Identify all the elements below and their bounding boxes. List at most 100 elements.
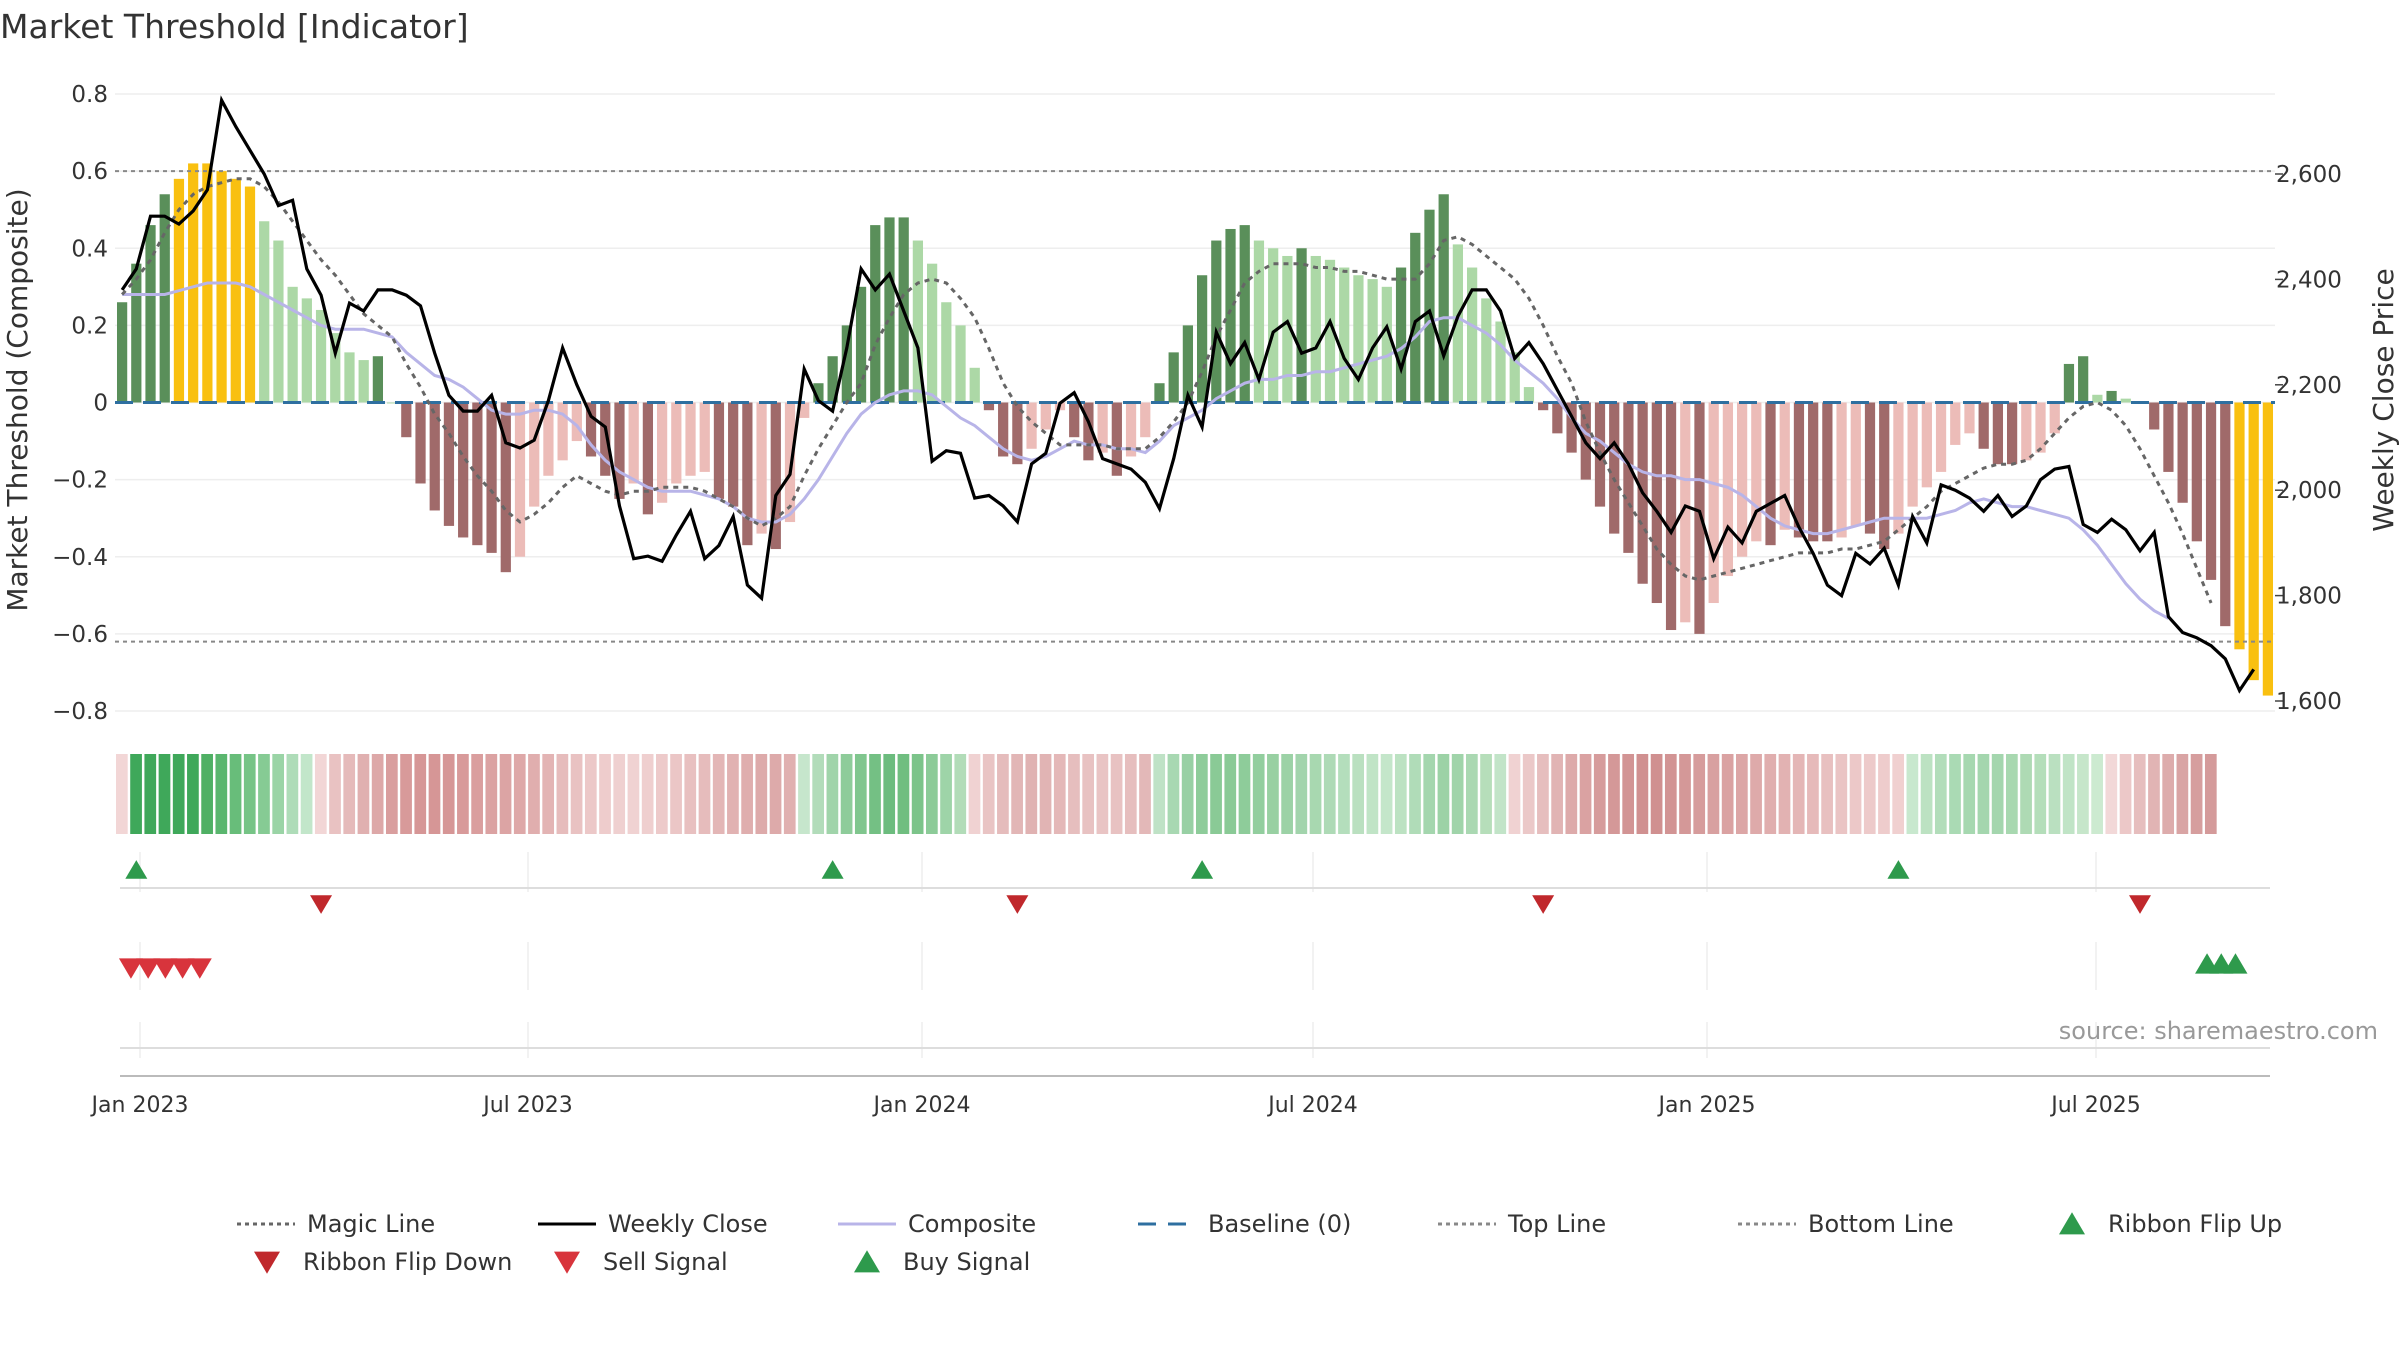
- ribbon-segment: [215, 754, 228, 834]
- composite-bar: [1466, 267, 1478, 403]
- y-axis-title: Market Threshold (Composite): [1, 188, 34, 611]
- composite-bar: [2163, 402, 2174, 472]
- composite-bar: [1836, 402, 1847, 538]
- ribbon-segment: [1480, 754, 1492, 834]
- ribbon-segment: [201, 754, 213, 834]
- ribbon-segment: [329, 754, 341, 834]
- ribbon-segment: [2020, 754, 2032, 834]
- ribbon-segment: [670, 754, 682, 834]
- ribbon-segment: [414, 754, 427, 834]
- ribbon-segment: [1593, 754, 1606, 834]
- x-tick-label: Jan 2025: [1657, 1093, 1756, 1118]
- x-tick-label: Jan 2023: [90, 1093, 189, 1118]
- legend-swatch: [254, 1251, 280, 1274]
- composite-bar: [330, 333, 341, 403]
- composite-bar: [1765, 402, 1776, 546]
- ribbon-segment: [1949, 754, 1961, 834]
- legend-label: Buy Signal: [903, 1248, 1030, 1276]
- ribbon-segment: [712, 754, 725, 834]
- ribbon-segment: [1721, 754, 1734, 834]
- ribbon-segment: [2034, 754, 2047, 834]
- composite-bar: [1680, 402, 1691, 623]
- composite-bar: [642, 402, 654, 515]
- composite-bar: [1651, 402, 1662, 604]
- composite-bar: [1282, 255, 1293, 403]
- composite-bar: [372, 356, 384, 403]
- ribbon-segment: [1210, 754, 1222, 834]
- composite-bar: [756, 402, 767, 534]
- y-axis-right: 2,600 2,400 2,200 2,000 1,800 1,600: [2275, 162, 2342, 715]
- ribbon-segment: [1437, 754, 1450, 834]
- composite-bar: [1495, 321, 1506, 403]
- ribbon-segment: [1309, 754, 1322, 834]
- ribbon-segment: [172, 754, 185, 834]
- ribbon-segment: [2190, 754, 2203, 834]
- composite-bar: [514, 402, 526, 557]
- y2-axis-title: Weekly Close Price: [2367, 268, 2400, 531]
- legend-item: Magic Line: [237, 1210, 435, 1238]
- composite-bar: [742, 402, 753, 546]
- ribbon-segment: [1082, 754, 1095, 834]
- ribbon-flip-up-marker: [821, 860, 844, 879]
- ribbon-segment: [1508, 754, 1521, 834]
- ribbon-segment: [1821, 754, 1833, 834]
- composite-bar: [941, 302, 952, 403]
- y-tick-label: 0: [93, 391, 108, 417]
- legend-item: Buy Signal: [854, 1248, 1030, 1276]
- x-tick-label: Jul 2024: [1266, 1093, 1358, 1118]
- ribbon-segment: [599, 754, 611, 834]
- ribbon-segment: [314, 754, 327, 834]
- ribbon-segment: [357, 754, 370, 834]
- ribbon-segment: [258, 754, 270, 834]
- ribbon-segment: [1110, 754, 1123, 834]
- ribbon-segment: [2077, 754, 2089, 834]
- composite-bar: [2120, 398, 2131, 403]
- legend: Magic Line Weekly Close Composite Baseline …: [237, 1210, 2282, 1276]
- composite-bar: [656, 402, 668, 503]
- composite-bar: [799, 402, 810, 418]
- composite-bar: [1822, 402, 1833, 542]
- composite-bar: [1395, 267, 1407, 403]
- composite-bar: [1196, 275, 1208, 403]
- composite-bar: [600, 402, 611, 476]
- composite-bar: [912, 240, 924, 403]
- composite-bar: [259, 221, 270, 403]
- ribbon-segment: [1295, 754, 1308, 834]
- composite-bar: [358, 360, 369, 403]
- sell-signal-marker: [136, 958, 161, 979]
- composite-bar: [1367, 279, 1378, 403]
- ribbon-segment: [1238, 754, 1251, 834]
- ribbon-segment: [911, 754, 924, 834]
- legend-label: Ribbon Flip Down: [303, 1248, 512, 1276]
- ribbon-segment: [1196, 754, 1208, 834]
- composite-bar: [1424, 209, 1435, 403]
- ribbon-segment: [1707, 754, 1720, 834]
- ribbon-segment: [1252, 754, 1265, 834]
- y-tick-label: 0.2: [71, 313, 108, 339]
- composite-bar: [2220, 402, 2231, 627]
- ribbon-segment: [1849, 754, 1862, 834]
- composite-bar: [983, 402, 995, 411]
- composite-bar: [145, 225, 156, 403]
- composite-bar: [472, 402, 483, 546]
- ribbon-segment: [300, 754, 313, 834]
- composite-bar: [2063, 363, 2075, 403]
- buy-signal-marker: [2223, 953, 2248, 974]
- ribbon-segment: [1608, 754, 1620, 834]
- composite-bar: [969, 367, 980, 403]
- composite-bar: [1083, 402, 1094, 461]
- legend-item: Composite: [838, 1210, 1036, 1238]
- ribbon-segment: [1551, 754, 1563, 834]
- composite-bar: [429, 402, 440, 511]
- composite-bar: [1225, 228, 1236, 403]
- ribbon-segment: [1650, 754, 1663, 834]
- legend-label: Baseline (0): [1208, 1210, 1351, 1238]
- legend-label: Ribbon Flip Up: [2108, 1210, 2282, 1238]
- ribbon-segment: [840, 754, 853, 834]
- composite-bar: [1864, 402, 1876, 534]
- ribbon-segment: [457, 754, 469, 834]
- composite-bar: [1523, 387, 1535, 403]
- composite-bar: [131, 263, 142, 403]
- ribbon-segment: [812, 754, 825, 834]
- y-tick-label: 0.8: [71, 82, 108, 108]
